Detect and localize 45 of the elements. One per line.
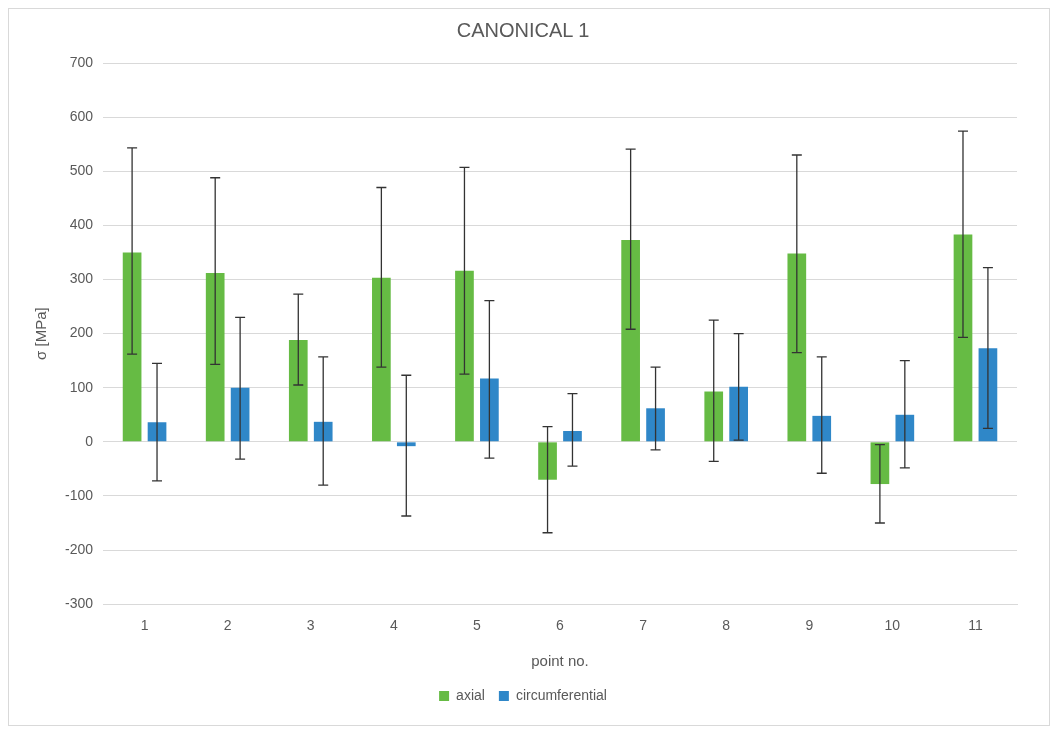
x-tick-label: 1 [140,617,149,634]
x-tick-label: 6 [556,617,565,634]
y-tick-label: 0 [85,432,94,449]
y-axis-title: σ [MPa] [32,307,50,360]
x-tick-label: 9 [805,617,814,634]
y-tick-label: -100 [64,486,94,503]
y-tick-label: 600 [69,107,94,124]
bar [729,386,748,442]
x-tick-label: 5 [473,617,482,634]
x-tick-label: 8 [722,617,731,634]
y-tick-label: 500 [69,162,94,179]
bar [538,442,557,480]
y-tick-label: 100 [69,378,94,395]
y-tick-label: 200 [69,324,94,341]
x-axis-title: point no. [531,652,589,670]
bar [480,378,499,442]
legend-label: circumferential [515,686,607,703]
bar [122,252,142,442]
x-tick-label: 11 [968,617,983,634]
bar [455,270,474,442]
bar [621,239,640,442]
bar [396,442,416,447]
y-tick-label: 400 [69,216,94,233]
bar [313,421,333,442]
bar [646,408,665,442]
y-tick-label: 700 [69,53,94,70]
y-tick-label: -300 [64,595,94,612]
bar [895,414,915,442]
bar [812,415,832,442]
y-tick-label: -200 [64,540,94,557]
bar [787,253,807,442]
y-tick-label: 300 [69,270,94,287]
bar [205,272,225,442]
bar [953,234,973,442]
bar [288,340,308,442]
bar [372,277,391,442]
x-tick-label: 3 [306,617,315,634]
legend-label: axial [456,686,485,703]
bar [563,431,582,442]
x-tick-label: 2 [223,617,232,634]
x-tick-label: 10 [884,617,901,634]
x-tick-label: 4 [389,617,398,634]
bar [704,391,724,442]
x-tick-label: 7 [639,617,648,634]
chart-title: CANONICAL 1 [456,18,590,41]
